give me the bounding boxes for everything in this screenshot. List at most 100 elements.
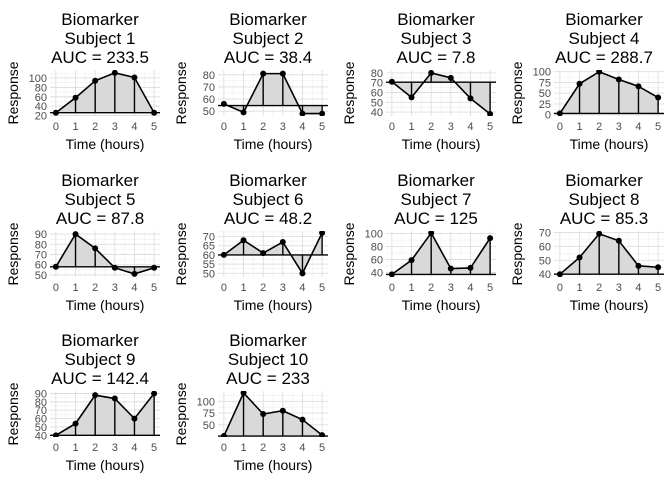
y-tick-label: 80: [35, 397, 47, 409]
x-tick-label: 3: [280, 442, 286, 454]
x-tick-label: 4: [467, 121, 473, 133]
data-point: [635, 262, 642, 269]
x-tick-label: 2: [596, 121, 602, 133]
data-point: [52, 432, 59, 437]
data-point: [260, 70, 267, 77]
data-point: [240, 109, 247, 116]
auc-area: [55, 234, 155, 274]
data-point: [447, 265, 454, 272]
y-tick-label: 50: [35, 422, 47, 434]
y-tick-label: 55: [203, 259, 215, 271]
data-point: [596, 231, 603, 237]
panel-title-line: AUC = 142.4: [51, 369, 149, 388]
x-axis-title: Time (hours): [570, 136, 649, 152]
data-point: [635, 83, 642, 90]
y-tick-label: 40: [371, 267, 383, 279]
panel-title-line: Biomarker: [229, 171, 307, 190]
data-point: [487, 111, 494, 116]
x-tick-label: 0: [53, 442, 59, 454]
x-tick-label: 2: [260, 282, 266, 294]
y-tick-label: 60: [539, 241, 551, 253]
y-tick-label: 20: [35, 111, 47, 123]
x-tick-label: 0: [53, 282, 59, 294]
x-axis-title: Time (hours): [402, 136, 481, 152]
panel-title-line: Biomarker: [61, 331, 139, 350]
data-point: [299, 110, 306, 116]
x-tick-label: 4: [635, 282, 641, 294]
x-tick-label: 1: [408, 282, 414, 294]
x-tick-label: 3: [448, 282, 454, 294]
x-tick-label: 2: [92, 282, 98, 294]
panel-title-line: AUC = 288.7: [555, 48, 653, 67]
data-point: [92, 77, 99, 84]
data-point: [72, 94, 79, 101]
x-tick-label: 3: [112, 121, 118, 133]
x-tick-label: 3: [280, 121, 286, 133]
y-axis-title: Response: [5, 222, 21, 285]
data-point: [388, 78, 395, 85]
x-tick-label: 0: [389, 282, 395, 294]
auc-area: [391, 232, 491, 275]
y-tick-label: 70: [35, 250, 47, 262]
y-tick-label: 80: [371, 242, 383, 254]
data-point: [655, 264, 662, 271]
y-tick-label: 80: [203, 70, 215, 82]
y-tick-label: 70: [539, 227, 551, 239]
response-line: [391, 231, 491, 276]
data-point: [279, 239, 286, 246]
y-tick-label: 60: [35, 92, 47, 104]
y-axis-title: Response: [173, 61, 189, 124]
x-tick-label: 1: [576, 282, 582, 294]
x-tick-label: 2: [428, 121, 434, 133]
data-point: [467, 264, 474, 271]
data-point: [319, 110, 326, 116]
panel-title-line: Biomarker: [229, 331, 307, 350]
x-tick-label: 4: [131, 121, 137, 133]
panel-title-line: Subject 6: [233, 190, 304, 209]
data-point: [408, 94, 415, 101]
data-point: [260, 250, 267, 257]
data-point: [428, 231, 435, 236]
x-tick-label: 3: [112, 442, 118, 454]
x-axis-title: Time (hours): [66, 136, 145, 152]
data-point: [556, 271, 563, 277]
y-tick-label: 65: [203, 241, 215, 253]
panel-title-line: Subject 2: [233, 29, 304, 48]
panel-title-line: Subject 9: [65, 350, 136, 369]
y-tick-label: 80: [35, 239, 47, 251]
x-tick-label: 3: [448, 121, 454, 133]
data-point: [111, 395, 118, 402]
data-point: [131, 74, 138, 81]
y-tick-label: 50: [203, 420, 215, 432]
data-point: [596, 70, 603, 75]
x-axis-title: Time (hours): [234, 457, 313, 473]
y-tick-label: 0: [545, 110, 551, 122]
panel-title-line: Subject 5: [65, 190, 136, 209]
y-axis-title: Response: [341, 61, 357, 124]
y-tick-label: 40: [35, 101, 47, 113]
data-point: [131, 415, 138, 422]
x-axis-title: Time (hours): [66, 297, 145, 313]
y-tick-label: 50: [203, 106, 215, 118]
data-point: [260, 411, 267, 417]
panel-title-line: Biomarker: [565, 10, 643, 29]
auc-area: [223, 232, 323, 274]
x-tick-label: 4: [467, 282, 473, 294]
data-point: [131, 270, 138, 277]
y-tick-label: 40: [539, 269, 551, 281]
x-tick-label: 1: [72, 442, 78, 454]
x-tick-label: 5: [151, 282, 157, 294]
y-tick-label: 80: [371, 68, 383, 80]
panel-title-line: AUC = 85.3: [560, 209, 648, 228]
response-line: [55, 232, 155, 275]
data-point: [319, 231, 326, 236]
x-tick-label: 5: [319, 282, 325, 294]
response-line: [55, 393, 155, 437]
y-tick-label: 100: [365, 229, 383, 241]
panel-title-line: AUC = 233.5: [51, 48, 149, 67]
